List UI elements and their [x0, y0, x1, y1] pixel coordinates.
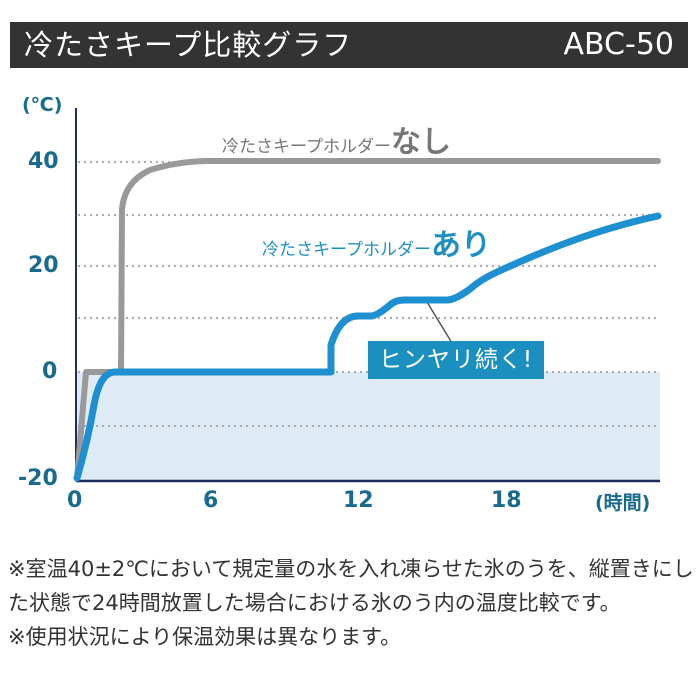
footnote-1: ※室温40±2℃において規定量の水を入れ凍らせた氷のうを、縦置きにした状態で24… — [8, 557, 694, 615]
x-axis-unit: (時間) — [595, 492, 651, 514]
frozen-region — [77, 372, 660, 480]
y-tick-20: 20 — [28, 253, 59, 278]
label-with-holder: 冷たさキープホルダーあり — [262, 220, 491, 264]
series-without-holder — [74, 158, 661, 481]
y-axis-unit: (℃) — [22, 94, 63, 116]
footnote-2: ※使用状況により保温効果は異なります。 — [8, 625, 402, 649]
label-without-suffix: なし — [390, 125, 451, 160]
y-tick-neg20: -20 — [18, 466, 58, 491]
y-tick-0: 0 — [42, 359, 58, 384]
label-without-prefix: 冷たさキープホルダー — [222, 137, 391, 157]
x-tick-0: 0 — [67, 488, 83, 513]
x-tick-6: 6 — [203, 488, 219, 513]
chart-title: 冷たさキープ比較グラフ — [24, 28, 353, 62]
label-without-holder: 冷たさキープホルダーなし — [222, 117, 451, 161]
footnotes: ※室温40±2℃において規定量の水を入れ凍らせた氷のうを、縦置きにした状態で24… — [8, 552, 698, 654]
callout-badge: ヒンヤリ続く! — [368, 341, 544, 379]
callout-pointer — [426, 301, 453, 344]
y-tick-40: 40 — [28, 149, 59, 174]
x-tick-18: 18 — [491, 488, 522, 513]
chart-header: 冷たさキープ比較グラフ ABC-50 — [10, 22, 688, 68]
model-number: ABC-50 — [563, 27, 674, 62]
series-with-holder — [73, 212, 662, 482]
label-with-prefix: 冷たさキープホルダー — [262, 240, 431, 260]
x-tick-12: 12 — [343, 488, 374, 513]
label-with-suffix: あり — [430, 228, 491, 263]
